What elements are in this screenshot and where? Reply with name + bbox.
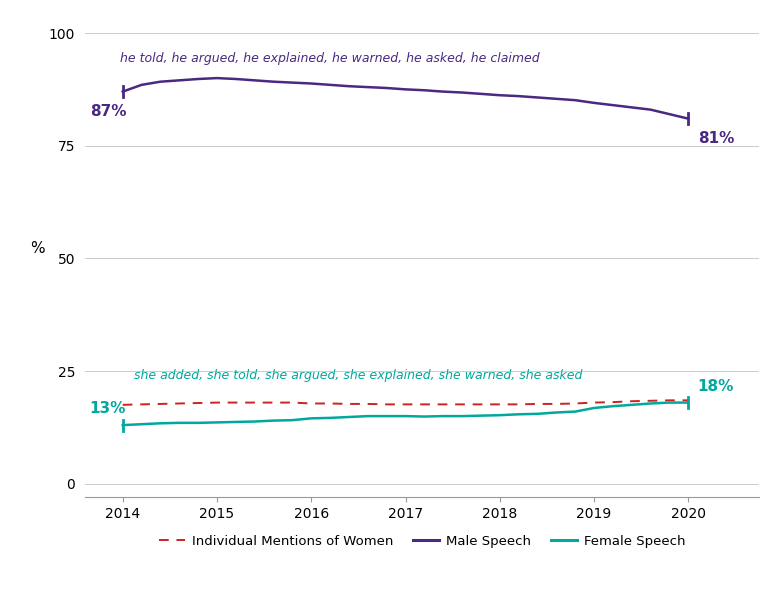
- Text: 87%: 87%: [90, 104, 126, 119]
- Y-axis label: %: %: [30, 241, 45, 256]
- Text: she added, she told, she argued, she explained, she warned, she asked: she added, she told, she argued, she exp…: [134, 369, 583, 382]
- Text: 13%: 13%: [90, 401, 126, 416]
- Text: he told, he argued, he explained, he warned, he asked, he claimed: he told, he argued, he explained, he war…: [120, 52, 540, 64]
- Text: 18%: 18%: [697, 379, 734, 394]
- Legend: Individual Mentions of Women, Male Speech, Female Speech: Individual Mentions of Women, Male Speec…: [153, 530, 690, 553]
- Text: 81%: 81%: [697, 131, 734, 146]
